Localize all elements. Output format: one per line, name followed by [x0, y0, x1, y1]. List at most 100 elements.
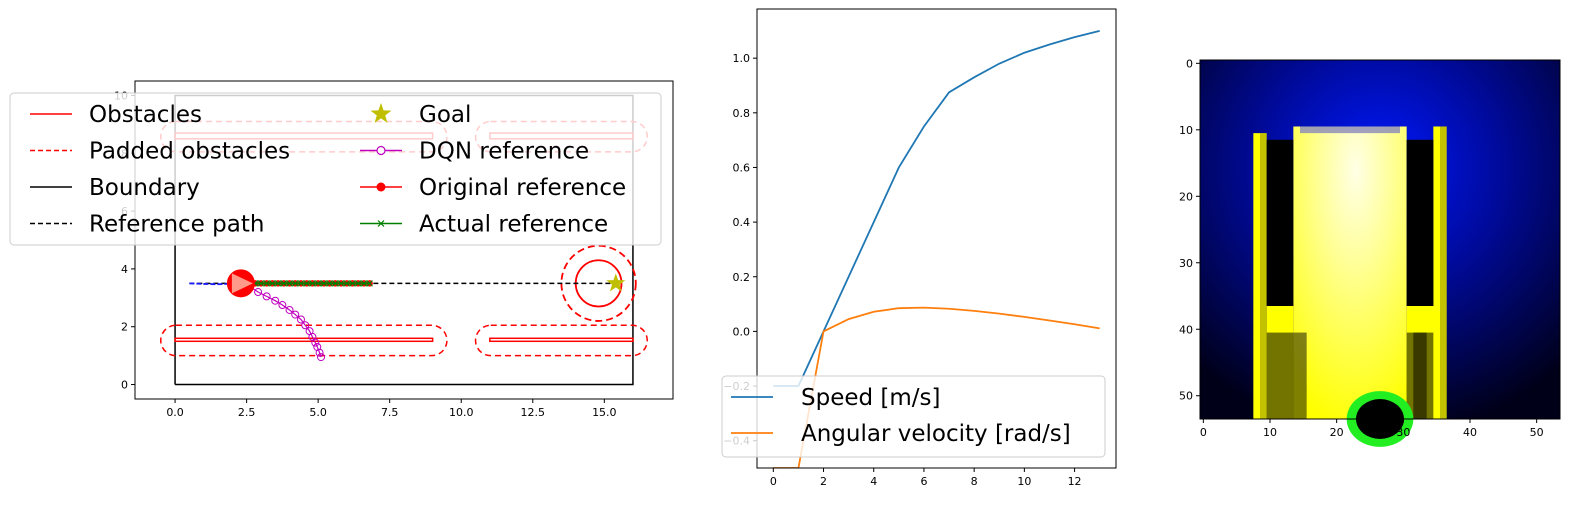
legend-label: Original reference [419, 175, 626, 201]
x-tick-label: 5.0 [309, 406, 327, 419]
y-tick-label: 0 [121, 379, 128, 392]
dqn-reference-point [317, 353, 326, 362]
y-tick-label: 1.0 [733, 52, 751, 65]
heatmap-field-left-column [1253, 133, 1267, 419]
legend-star-marker [370, 103, 392, 123]
x-tick-label: 0 [1200, 426, 1207, 439]
actual-reference-point [286, 280, 293, 287]
y-tick-label: 0.4 [733, 216, 751, 229]
legend-label: Actual reference [419, 212, 608, 238]
dqn-reference-point [296, 315, 305, 324]
x-tick-label: 10 [1017, 475, 1031, 488]
dqn-reference-point [285, 305, 294, 314]
heatmap-x-ticks: 0 10 20 30 40 50 [1200, 419, 1544, 439]
legend-label: Speed [m/s] [801, 385, 941, 411]
heatmap-wall-right-upper [1406, 139, 1434, 306]
x-tick-label: 15.0 [592, 406, 617, 419]
y-tick-label: 10 [1179, 124, 1193, 137]
padded-obstacle [474, 324, 648, 357]
actual-reference-point [274, 280, 282, 287]
legend-label: Angular velocity [rad/s] [801, 421, 1071, 447]
dqn-reference-point [311, 338, 320, 347]
x-tick-label: 12 [1068, 475, 1082, 488]
legend-label: Obstacles [89, 102, 202, 128]
y-tick-label: 0.8 [733, 107, 751, 120]
actual-reference-point [360, 280, 368, 287]
dqn-reference-point [301, 321, 310, 330]
legend-label: Boundary [89, 175, 200, 201]
velocity-axes-frame [756, 8, 1117, 469]
robot-heading-arrow [231, 273, 253, 294]
actual-reference-point [343, 280, 350, 287]
x-tick-label: 8 [971, 475, 978, 488]
y-tick-label: 4 [121, 263, 128, 276]
legend-frame [9, 92, 662, 246]
actual-reference-point [337, 280, 345, 287]
actual-reference-point [326, 280, 333, 287]
series-line [773, 306, 1100, 468]
legend-circle-marker [376, 145, 386, 156]
actual-reference-point [366, 280, 373, 287]
y-tick-label: 2 [121, 321, 128, 334]
x-tick-label: 30 [1396, 426, 1410, 439]
actual-reference-point [349, 280, 356, 287]
y-tick-label: 0.2 [733, 271, 751, 284]
heatmap-field-right-column [1433, 126, 1447, 420]
obstacle [174, 337, 434, 343]
dqn-reference-point [291, 310, 300, 319]
y-tick-label: 0.0 [733, 325, 751, 338]
x-tick-label: 7.5 [381, 406, 399, 419]
actual-reference-point [332, 280, 339, 287]
y-tick-label: 30 [1179, 257, 1193, 270]
legend-x-marker [377, 220, 385, 227]
padded-obstacle [160, 324, 448, 357]
x-tick-label: 0.0 [166, 406, 184, 419]
x-tick-label: 12.5 [521, 406, 546, 419]
heatmap-wall-left-upper [1266, 139, 1294, 306]
x-tick-label: 10.0 [449, 406, 474, 419]
heatmap-wall-left-lower-gap [1266, 332, 1294, 419]
velocity-legend: Speed [m/s] Angular velocity [rad/s] [721, 375, 1106, 458]
actual-reference-point [320, 280, 328, 287]
actual-reference-point [309, 280, 316, 287]
actual-reference-point [269, 280, 276, 287]
y-tick-label: 50 [1179, 390, 1193, 403]
legend-label: DQN reference [419, 139, 589, 165]
dqn-reference-point [271, 296, 280, 305]
heatmap-dark-right-slot [1413, 332, 1427, 419]
x-tick-label: 20 [1330, 426, 1344, 439]
x-tick-label: 2 [820, 475, 827, 488]
legend-dot-marker [376, 182, 386, 192]
heatmap-image [1200, 60, 1560, 447]
x-tick-label: 10 [1263, 426, 1277, 439]
goal-star-marker [606, 273, 626, 292]
dqn-reference-point [315, 348, 324, 357]
heatmap-edge-top [1300, 126, 1400, 134]
heatmap-dark-left-slot [1293, 332, 1307, 419]
actual-reference-point [297, 280, 305, 287]
actual-reference-point [263, 280, 270, 287]
actual-reference-point [314, 280, 322, 287]
x-tick-label: 2.5 [238, 406, 256, 419]
actual-reference-point [292, 280, 299, 287]
heatmap-y-ticks: 0 10 20 30 40 50 [1179, 57, 1200, 403]
x-tick-label: 4 [870, 475, 877, 488]
dqn-reference-point [262, 292, 271, 301]
map-legend: Obstacles Padded obstacles Boundary Referen… [9, 92, 662, 246]
dqn-reference-line [240, 282, 322, 358]
x-tick-label: 6 [920, 475, 927, 488]
obstacle [489, 337, 634, 343]
series-line [773, 29, 1100, 387]
actual-reference-point [354, 280, 362, 287]
y-tick-label: 20 [1179, 190, 1193, 203]
legend-label: Reference path [89, 212, 264, 238]
heatmap-edge-right [1440, 126, 1447, 420]
heatmap-edge-left [1260, 133, 1267, 419]
dqn-reference-point [278, 301, 287, 310]
heatmap-panel: 0 10 20 30 40 50 0 10 20 30 40 50 [1179, 57, 1561, 447]
y-tick-label: 0.6 [733, 161, 751, 174]
y-tick-label: 40 [1179, 323, 1193, 336]
legend-frame [721, 375, 1106, 458]
